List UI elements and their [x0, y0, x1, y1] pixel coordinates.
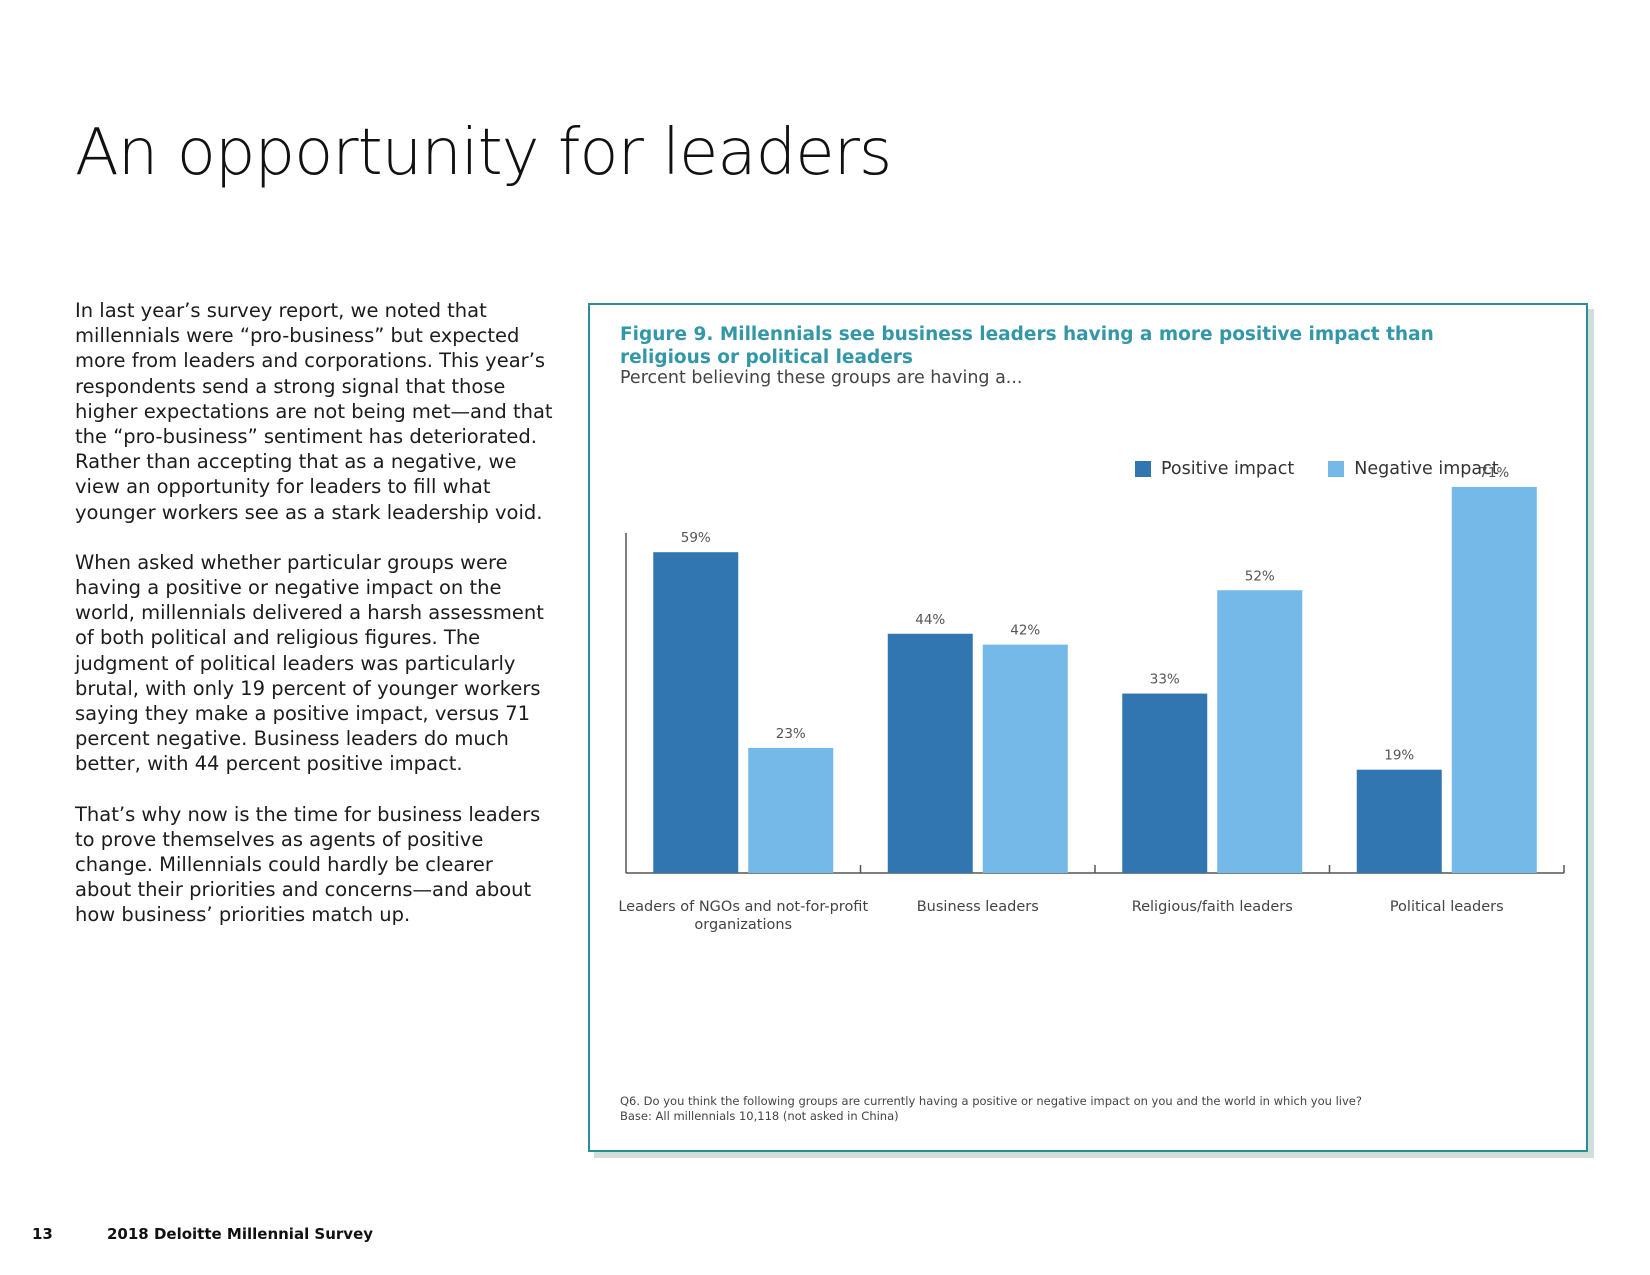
body-paragraph-2: When asked whether particular groups wer…: [75, 550, 544, 776]
legend-label-negative: Negative impact: [1354, 459, 1499, 479]
body-paragraph-3: That’s why now is the time for business …: [75, 802, 541, 927]
bar-chart: 59% 23% Leaders of NGOs and not-for-profit…: [618, 465, 1565, 933]
x-tick-label: Political leaders: [1390, 899, 1504, 915]
data-label: 71%: [1479, 465, 1509, 481]
chart-legend: Positive impact Negative impact: [1135, 459, 1533, 479]
figure-footnote: Q6. Do you think the following groups ar…: [620, 1094, 1362, 1124]
page-number: 13: [32, 1225, 53, 1243]
bar-negative-1: [748, 747, 834, 873]
legend-item-positive: Positive impact: [1135, 459, 1294, 479]
x-tick-label: Leaders of NGOs and not-for-profit organi…: [618, 899, 868, 933]
x-tick-label: Religious/faith leaders: [1132, 899, 1293, 915]
bar-positive-4: [1356, 769, 1442, 873]
body-paragraph-1: In last year’s survey report, we noted t…: [75, 299, 553, 524]
bar-positive-3: [1122, 693, 1208, 873]
page-title: An opportunity for leaders: [75, 116, 892, 190]
data-label: 44%: [915, 612, 945, 628]
x-tick-label: Business leaders: [917, 899, 1039, 915]
data-label: 23%: [776, 726, 806, 742]
body-text: In last year’s survey report, we noted t…: [75, 298, 555, 953]
bar-negative-3: [1217, 590, 1303, 873]
legend-label-positive: Positive impact: [1161, 459, 1295, 479]
x-tick-label-line: organizations: [694, 917, 792, 933]
legend-swatch-negative: [1328, 461, 1345, 477]
figure-panel: Figure 9. Millennials see business leade…: [588, 303, 1588, 1152]
x-tick-label-line: Leaders of NGOs and not-for-profit: [618, 899, 868, 915]
x-tick-label-line: Religious/faith leaders: [1132, 899, 1293, 915]
footnote-question: Q6. Do you think the following groups ar…: [620, 1094, 1362, 1108]
publication-name: 2018 Deloitte Millennial Survey: [107, 1225, 374, 1243]
bar-negative-2: [982, 644, 1068, 873]
figure-title: Figure 9. Millennials see business leade…: [620, 324, 1434, 368]
data-label: 33%: [1150, 672, 1180, 688]
footnote-base: Base: All millennials 10,118 (not asked …: [620, 1109, 899, 1123]
legend-swatch-positive: [1135, 461, 1151, 477]
legend-item-negative: Negative impact: [1328, 459, 1499, 479]
x-tick-label-line: Business leaders: [917, 899, 1039, 915]
data-label: 52%: [1245, 568, 1275, 584]
data-label: 42%: [1010, 623, 1040, 639]
bar-positive-2: [887, 633, 973, 873]
data-label: 59%: [681, 530, 711, 546]
bar-positive-1: [653, 552, 739, 873]
bar-negative-4: [1451, 486, 1537, 873]
data-label: 19%: [1384, 748, 1414, 764]
x-tick-label-line: Political leaders: [1390, 899, 1504, 915]
figure-subtitle: Percent believing these groups are havin…: [620, 368, 1023, 388]
